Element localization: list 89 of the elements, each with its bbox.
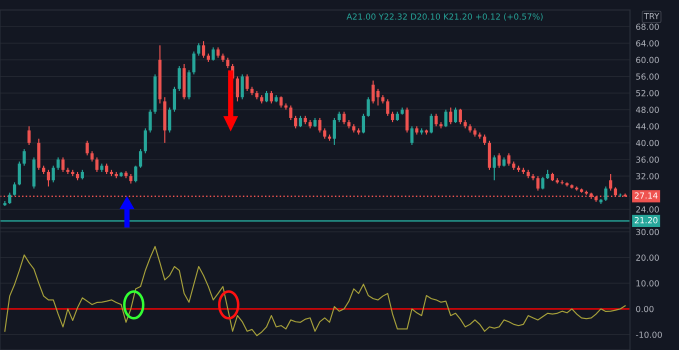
- candlestick: [492, 154, 496, 181]
- y-tick-label: 20.00: [636, 254, 659, 261]
- candlestick: [546, 169, 550, 180]
- candlestick: [216, 46, 220, 58]
- candlestick: [372, 80, 375, 104]
- candlestick: [386, 98, 390, 116]
- y-tick-label: 64.00: [636, 40, 659, 47]
- y-tick-label: 44.00: [636, 123, 659, 130]
- candlestick: [366, 96, 370, 118]
- candlestick: [129, 173, 132, 184]
- candlestick: [536, 176, 540, 192]
- candlestick: [376, 88, 380, 106]
- line-series: [4, 246, 626, 336]
- y-tick-label: 10.00: [636, 280, 659, 287]
- candlestick: [434, 113, 438, 127]
- candlestick: [28, 126, 31, 146]
- candlestick: [338, 111, 341, 123]
- candlestick: [22, 148, 26, 166]
- candlestick: [168, 107, 172, 134]
- candlestick: [498, 152, 501, 168]
- candlestick: [270, 90, 273, 104]
- candlestick: [18, 161, 21, 186]
- candlestick: [323, 128, 326, 140]
- candlestick: [313, 117, 317, 128]
- candlestick: [406, 107, 409, 134]
- candlestick: [212, 46, 215, 62]
- candlestick: [289, 104, 292, 121]
- y-tick-label: 68.00: [636, 24, 659, 30]
- candlestick: [430, 113, 433, 134]
- candlestick: [502, 156, 506, 168]
- candlestick: [604, 186, 608, 202]
- y-tick-label: 24.00: [636, 206, 659, 213]
- candlestick: [46, 169, 50, 188]
- annotation: A21.00 Y22.32 D20.10 K21.20 +0.12 (+0.57%): [346, 13, 543, 21]
- y-tick-label: 52.00: [636, 90, 659, 96]
- candlestick: [12, 182, 16, 196]
- candlestick: [236, 76, 240, 102]
- ref-line-label: 21.20: [634, 217, 658, 224]
- candlestick: [86, 140, 89, 156]
- candlestick: [342, 111, 346, 125]
- candlestick: [332, 117, 336, 146]
- candlestick: [226, 57, 230, 69]
- candlestick: [172, 86, 176, 112]
- candlestick: [294, 115, 298, 129]
- candlestick: [541, 176, 544, 190]
- candlestick: [61, 156, 65, 172]
- candlestick: [148, 109, 152, 134]
- y-tick-label: 36.00: [636, 156, 659, 163]
- candlestick: [8, 192, 12, 204]
- candlestick: [80, 169, 84, 180]
- candlestick: [202, 40, 206, 58]
- candlestick: [454, 107, 458, 124]
- y-tick-label: 56.00: [636, 73, 659, 80]
- candlestick: [507, 152, 510, 166]
- y-tick-label: 40.00: [636, 140, 659, 146]
- candlestick: [178, 66, 181, 92]
- candlestick: [52, 165, 55, 183]
- candlestick: [138, 148, 142, 168]
- y-tick-label: 30.00: [636, 228, 659, 236]
- candlestick: [298, 115, 302, 128]
- candlestick: [396, 111, 399, 122]
- y-tick-label: -10.00: [636, 332, 662, 338]
- candlestick: [609, 173, 612, 192]
- text: TRY: [644, 13, 660, 20]
- candlestick: [105, 163, 108, 175]
- candlestick: [264, 90, 268, 103]
- candlestick: [240, 74, 244, 100]
- candlestick: [192, 50, 196, 75]
- candlestick: [144, 128, 147, 154]
- candlestick: [280, 96, 283, 108]
- candlestick: [134, 165, 138, 183]
- candlestick: [458, 108, 462, 125]
- y-tick-label: 48.00: [636, 106, 659, 113]
- candlestick: [197, 42, 200, 56]
- candlestick: [390, 111, 394, 123]
- candlestick: [95, 156, 98, 172]
- candlestick: [318, 117, 322, 134]
- y-tick-label: 0.00: [636, 306, 654, 312]
- candlestick: [410, 126, 414, 146]
- ref-line-label: 27.14: [634, 192, 658, 199]
- y-tick-label: 32.00: [636, 173, 659, 180]
- candlestick: [246, 74, 249, 92]
- candlestick: [362, 113, 366, 134]
- y-tick-label: 60.00: [636, 56, 659, 64]
- candlestick: [56, 156, 60, 170]
- candlestick: [90, 150, 94, 162]
- candlestick: [483, 134, 486, 146]
- candlestick: [444, 109, 448, 128]
- candlestick: [449, 107, 452, 125]
